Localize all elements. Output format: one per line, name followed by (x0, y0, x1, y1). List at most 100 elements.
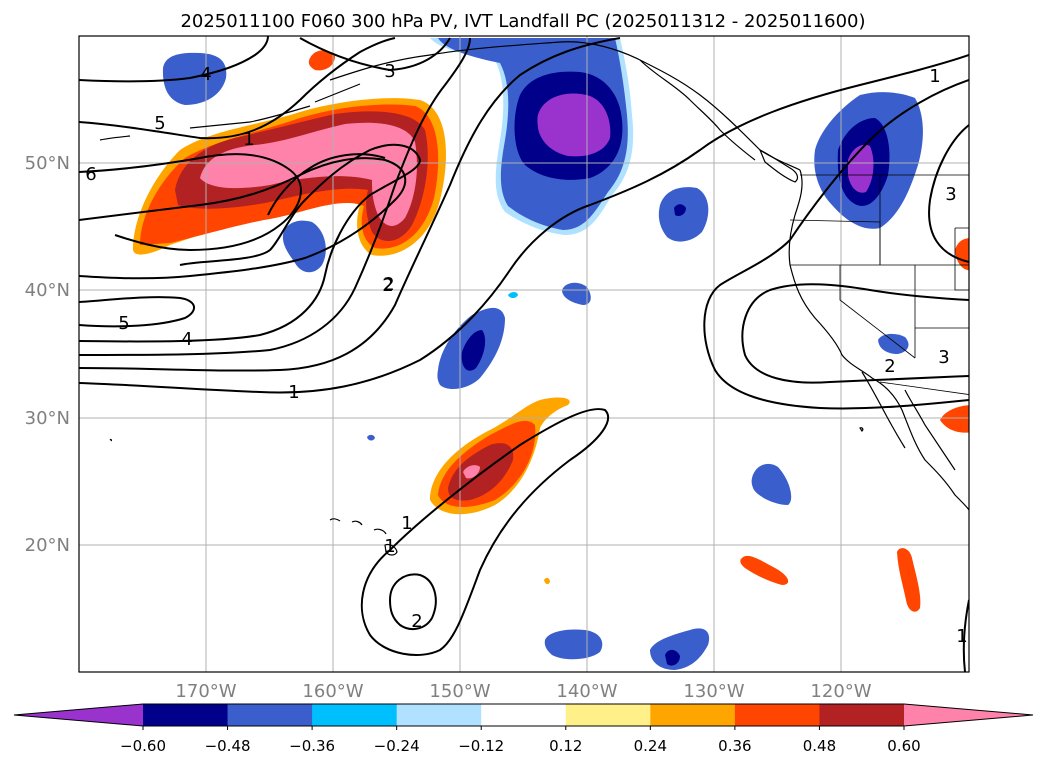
contour-line-subtropical-1 (360, 408, 610, 656)
figure-title: 2025011100 F060 300 hPa PV, IVT Landfall… (180, 11, 865, 32)
coastline-alaska-panhandle (639, 59, 756, 161)
coastline-island-mid (109, 438, 113, 442)
map-frame (78, 35, 970, 673)
contour-line-2-north (79, 37, 621, 372)
colorbar-tick-label: 0.36 (718, 737, 751, 755)
contour-line-6 (79, 153, 302, 252)
contour-label: 4 (200, 64, 211, 85)
contour-label: 1 (384, 536, 395, 557)
contour-label: 3 (938, 347, 949, 368)
colorbar-tick-label: −0.48 (205, 737, 251, 755)
lat-label-50: 50°N (25, 153, 70, 174)
coastline-aleutian-1 (99, 135, 131, 141)
lon-label-140: 140°W (556, 681, 617, 702)
colorbar-tick-label: −0.60 (120, 737, 166, 755)
colorbar-tick-label: 0.60 (887, 737, 920, 755)
contour-label: 3 (945, 184, 956, 205)
colorbar-cell (396, 704, 482, 726)
contours (79, 36, 969, 672)
colorbar-cell (227, 704, 313, 726)
lat-label-30: 30°N (25, 408, 70, 429)
lon-label-120: 120°W (810, 681, 871, 702)
positive-anomaly-baja-south (897, 548, 921, 612)
negative-anomaly-california (878, 333, 909, 354)
colorbar-cell (143, 704, 229, 726)
colorbar-cell (481, 704, 567, 726)
negative-anomaly-south-1 (544, 629, 603, 660)
negative-anomaly-south-2 (650, 628, 710, 670)
colorbar-tick-label: −0.24 (374, 737, 420, 755)
contour-label: 1 (929, 66, 940, 87)
positive-anomaly-rockies (955, 238, 969, 271)
lon-label-160: 160°W (302, 681, 363, 702)
colorbar-cells (14, 704, 1033, 726)
colorbar-tick-label: 0.24 (634, 737, 667, 755)
lon-label-130: 130°W (683, 681, 744, 702)
contour-line-5-north (79, 37, 396, 140)
contour-line-5-south (79, 296, 195, 328)
coastline-island-revillagigedo (859, 427, 864, 432)
colorbar-cell (312, 704, 398, 726)
lon-label-170: 170°W (175, 681, 236, 702)
contour-line-4-north (79, 36, 269, 83)
lat-label-20: 20°N (25, 535, 70, 556)
negative-anomaly-mid-pacific-core (674, 204, 686, 217)
contour-line-east-loop-1 (703, 79, 969, 410)
positive-anomaly-baja (940, 405, 969, 433)
contour-line-4 (79, 143, 422, 343)
colorbar-tick-label: −0.12 (458, 737, 504, 755)
contour-line-3-alaska (299, 37, 451, 72)
contour-line-subtropical-2 (388, 573, 437, 631)
lat-label-40: 40°N (25, 280, 70, 301)
contour-label: 1 (288, 382, 299, 403)
contour-label: 1 (401, 513, 412, 534)
map-panel: 1 2 3 4 5 6 1 5 4 1 2 2 1 1 2 3 3 1 (78, 35, 970, 673)
colorbar-cell (650, 704, 736, 726)
negative-anomaly-southeast (751, 463, 792, 505)
negative-anomaly-gulf-of-alaska-purple (537, 93, 611, 157)
negative-anomaly-northwest (162, 52, 227, 105)
coastline-baja (861, 371, 906, 449)
colorbar-tick-label: 0.12 (549, 737, 582, 755)
coastline-alaska (329, 41, 801, 171)
colorbar-cell (734, 704, 820, 726)
coastline-gulf-california (904, 389, 956, 471)
colorbar-ticks: −0.60 −0.48 −0.36 −0.24 −0.12 0.12 0.24 0.36 0.4… (120, 726, 921, 755)
positive-anomaly-dot (544, 577, 550, 585)
border-us-mexico (879, 381, 969, 395)
coastline-aleutian-3 (314, 83, 361, 103)
contour-label: 3 (384, 61, 395, 82)
border-id-mt (879, 175, 969, 291)
positive-anomaly-north-pacific-peak (200, 122, 417, 226)
negative-anomaly-south-2-core (665, 649, 680, 666)
contour-label: 4 (181, 329, 192, 350)
colorbar-tick-label: −0.36 (289, 737, 335, 755)
colorbar-tick-label: 0.48 (803, 737, 836, 755)
contour-label: 2 (383, 274, 394, 295)
contour-label: 1 (243, 129, 254, 150)
contour-label: 6 (85, 164, 96, 185)
political-borders (789, 174, 969, 395)
negative-anomaly-small-center (562, 282, 591, 305)
contour-label: 1 (956, 626, 967, 647)
colorbar: −0.60 −0.48 −0.36 −0.24 −0.12 0.12 0.24 0.36 0.4… (13, 703, 1034, 755)
contour-line-1-south (79, 54, 969, 394)
contour-line-3-inner (79, 157, 407, 280)
latitude-labels: 50°N 40°N 30°N 20°N (25, 153, 70, 556)
coastline-hawaii (329, 518, 398, 556)
contour-line-2-loop (267, 153, 386, 216)
contour-line-east-loop-2 (741, 283, 969, 384)
contour-line-east-3 (928, 124, 969, 263)
coastline-aleutian-2 (189, 105, 311, 129)
negative-anomaly-central-pacific-core (461, 330, 486, 371)
negative-anomaly-tiny-1 (367, 434, 375, 441)
contour-label: 5 (118, 313, 129, 334)
colorbar-extend-low (14, 704, 143, 726)
contour-label: 2 (411, 611, 422, 632)
contour-line-east-edge (962, 599, 969, 672)
colorbar-cell (565, 704, 651, 726)
contour-label: 2 (382, 275, 393, 296)
positive-anomaly-subtropical-peak (463, 465, 480, 479)
contour-label: 2 (884, 356, 895, 377)
